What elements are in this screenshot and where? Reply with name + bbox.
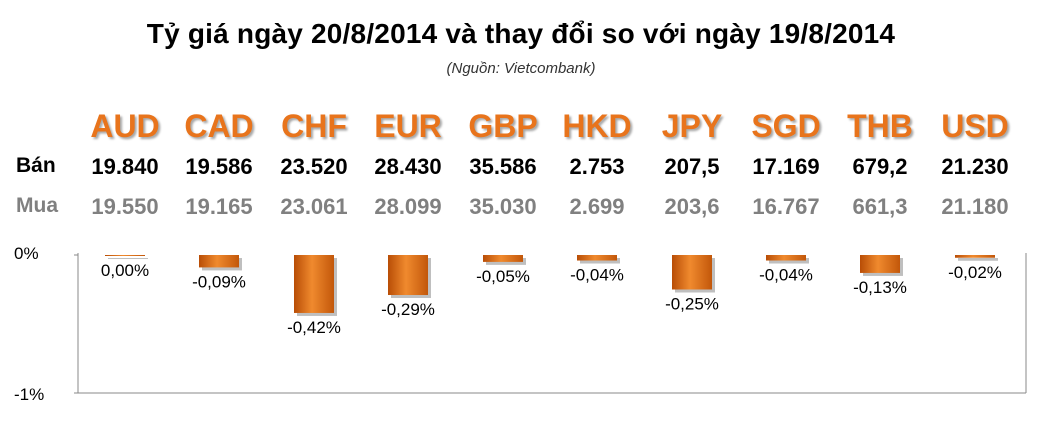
sell-rate-cad: 19.586 <box>185 154 253 179</box>
bar-sgd <box>766 255 806 261</box>
bar-hkd <box>577 255 617 261</box>
data-label-hkd: -0,04% <box>570 266 624 285</box>
bar-aud <box>105 255 145 256</box>
bar-chf <box>294 255 334 313</box>
currency-label-chf: CHF <box>281 108 347 144</box>
bar-shadow-aud <box>108 258 148 259</box>
sell-rate-eur: 28.430 <box>374 154 442 179</box>
currency-label-jpy: JPY <box>661 108 723 144</box>
data-label-cad: -0,09% <box>192 272 246 291</box>
currency-label-hkd: HKD <box>562 108 632 144</box>
buy-rate-thb: 661,3 <box>852 194 908 219</box>
currency-label-thb: THB <box>847 108 913 144</box>
chart-title: Tỷ giá ngày 20/8/2014 và thay đổi so với… <box>146 18 896 49</box>
buy-rate-chf: 23.061 <box>280 194 348 219</box>
bar-gbp <box>483 255 523 262</box>
sell-rate-thb: 679,2 <box>852 154 908 179</box>
buy-rate-aud: 19.550 <box>91 194 159 219</box>
data-label-jpy: -0,25% <box>665 295 719 314</box>
data-label-aud: 0,00% <box>101 261 149 280</box>
buy-rate-cad: 19.165 <box>185 194 253 219</box>
data-label-eur: -0,29% <box>381 300 435 319</box>
buy-row-label: Mua <box>16 194 58 217</box>
bar-usd <box>955 255 995 258</box>
bar-eur <box>388 255 428 296</box>
bar-jpy <box>672 255 712 290</box>
data-label-sgd: -0,04% <box>759 266 813 285</box>
sell-rate-usd: 21.230 <box>941 154 1009 179</box>
buy-rate-usd: 21.180 <box>941 194 1009 219</box>
sell-rate-chf: 23.520 <box>280 154 348 179</box>
data-label-gbp: -0,05% <box>476 267 530 286</box>
data-label-usd: -0,02% <box>948 263 1002 282</box>
y-tick-label-1: -1% <box>14 385 45 404</box>
currency-label-usd: USD <box>941 108 1009 144</box>
currency-label-aud: AUD <box>90 108 160 144</box>
sell-rate-aud: 19.840 <box>91 154 159 179</box>
data-label-chf: -0,42% <box>287 318 341 337</box>
sell-rate-sgd: 17.169 <box>752 154 820 179</box>
sell-row-label: Bán <box>16 154 56 177</box>
bar-shadow-hkd <box>580 258 620 264</box>
bar-shadow-usd <box>958 258 998 261</box>
sell-rate-hkd: 2.753 <box>569 154 625 179</box>
currency-label-cad: CAD <box>184 108 254 144</box>
currency-label-sgd: SGD <box>751 108 821 144</box>
currency-label-eur: EUR <box>374 108 442 144</box>
y-tick-label-0: 0% <box>14 244 39 263</box>
data-label-thb: -0,13% <box>853 278 907 297</box>
buy-rate-eur: 28.099 <box>374 194 442 219</box>
bar-shadow-sgd <box>769 258 809 264</box>
sell-rate-jpy: 207,5 <box>664 154 720 179</box>
buy-rate-jpy: 203,6 <box>664 194 720 219</box>
sell-rate-gbp: 35.586 <box>469 154 537 179</box>
currency-label-gbp: GBP <box>468 108 538 144</box>
chart-subtitle: (Nguồn: Vietcombank) <box>446 60 596 77</box>
bar-cad <box>199 255 239 268</box>
buy-rate-gbp: 35.030 <box>469 194 537 219</box>
buy-rate-hkd: 2.699 <box>569 194 625 219</box>
buy-rate-sgd: 16.767 <box>752 194 820 219</box>
bar-thb <box>860 255 900 273</box>
